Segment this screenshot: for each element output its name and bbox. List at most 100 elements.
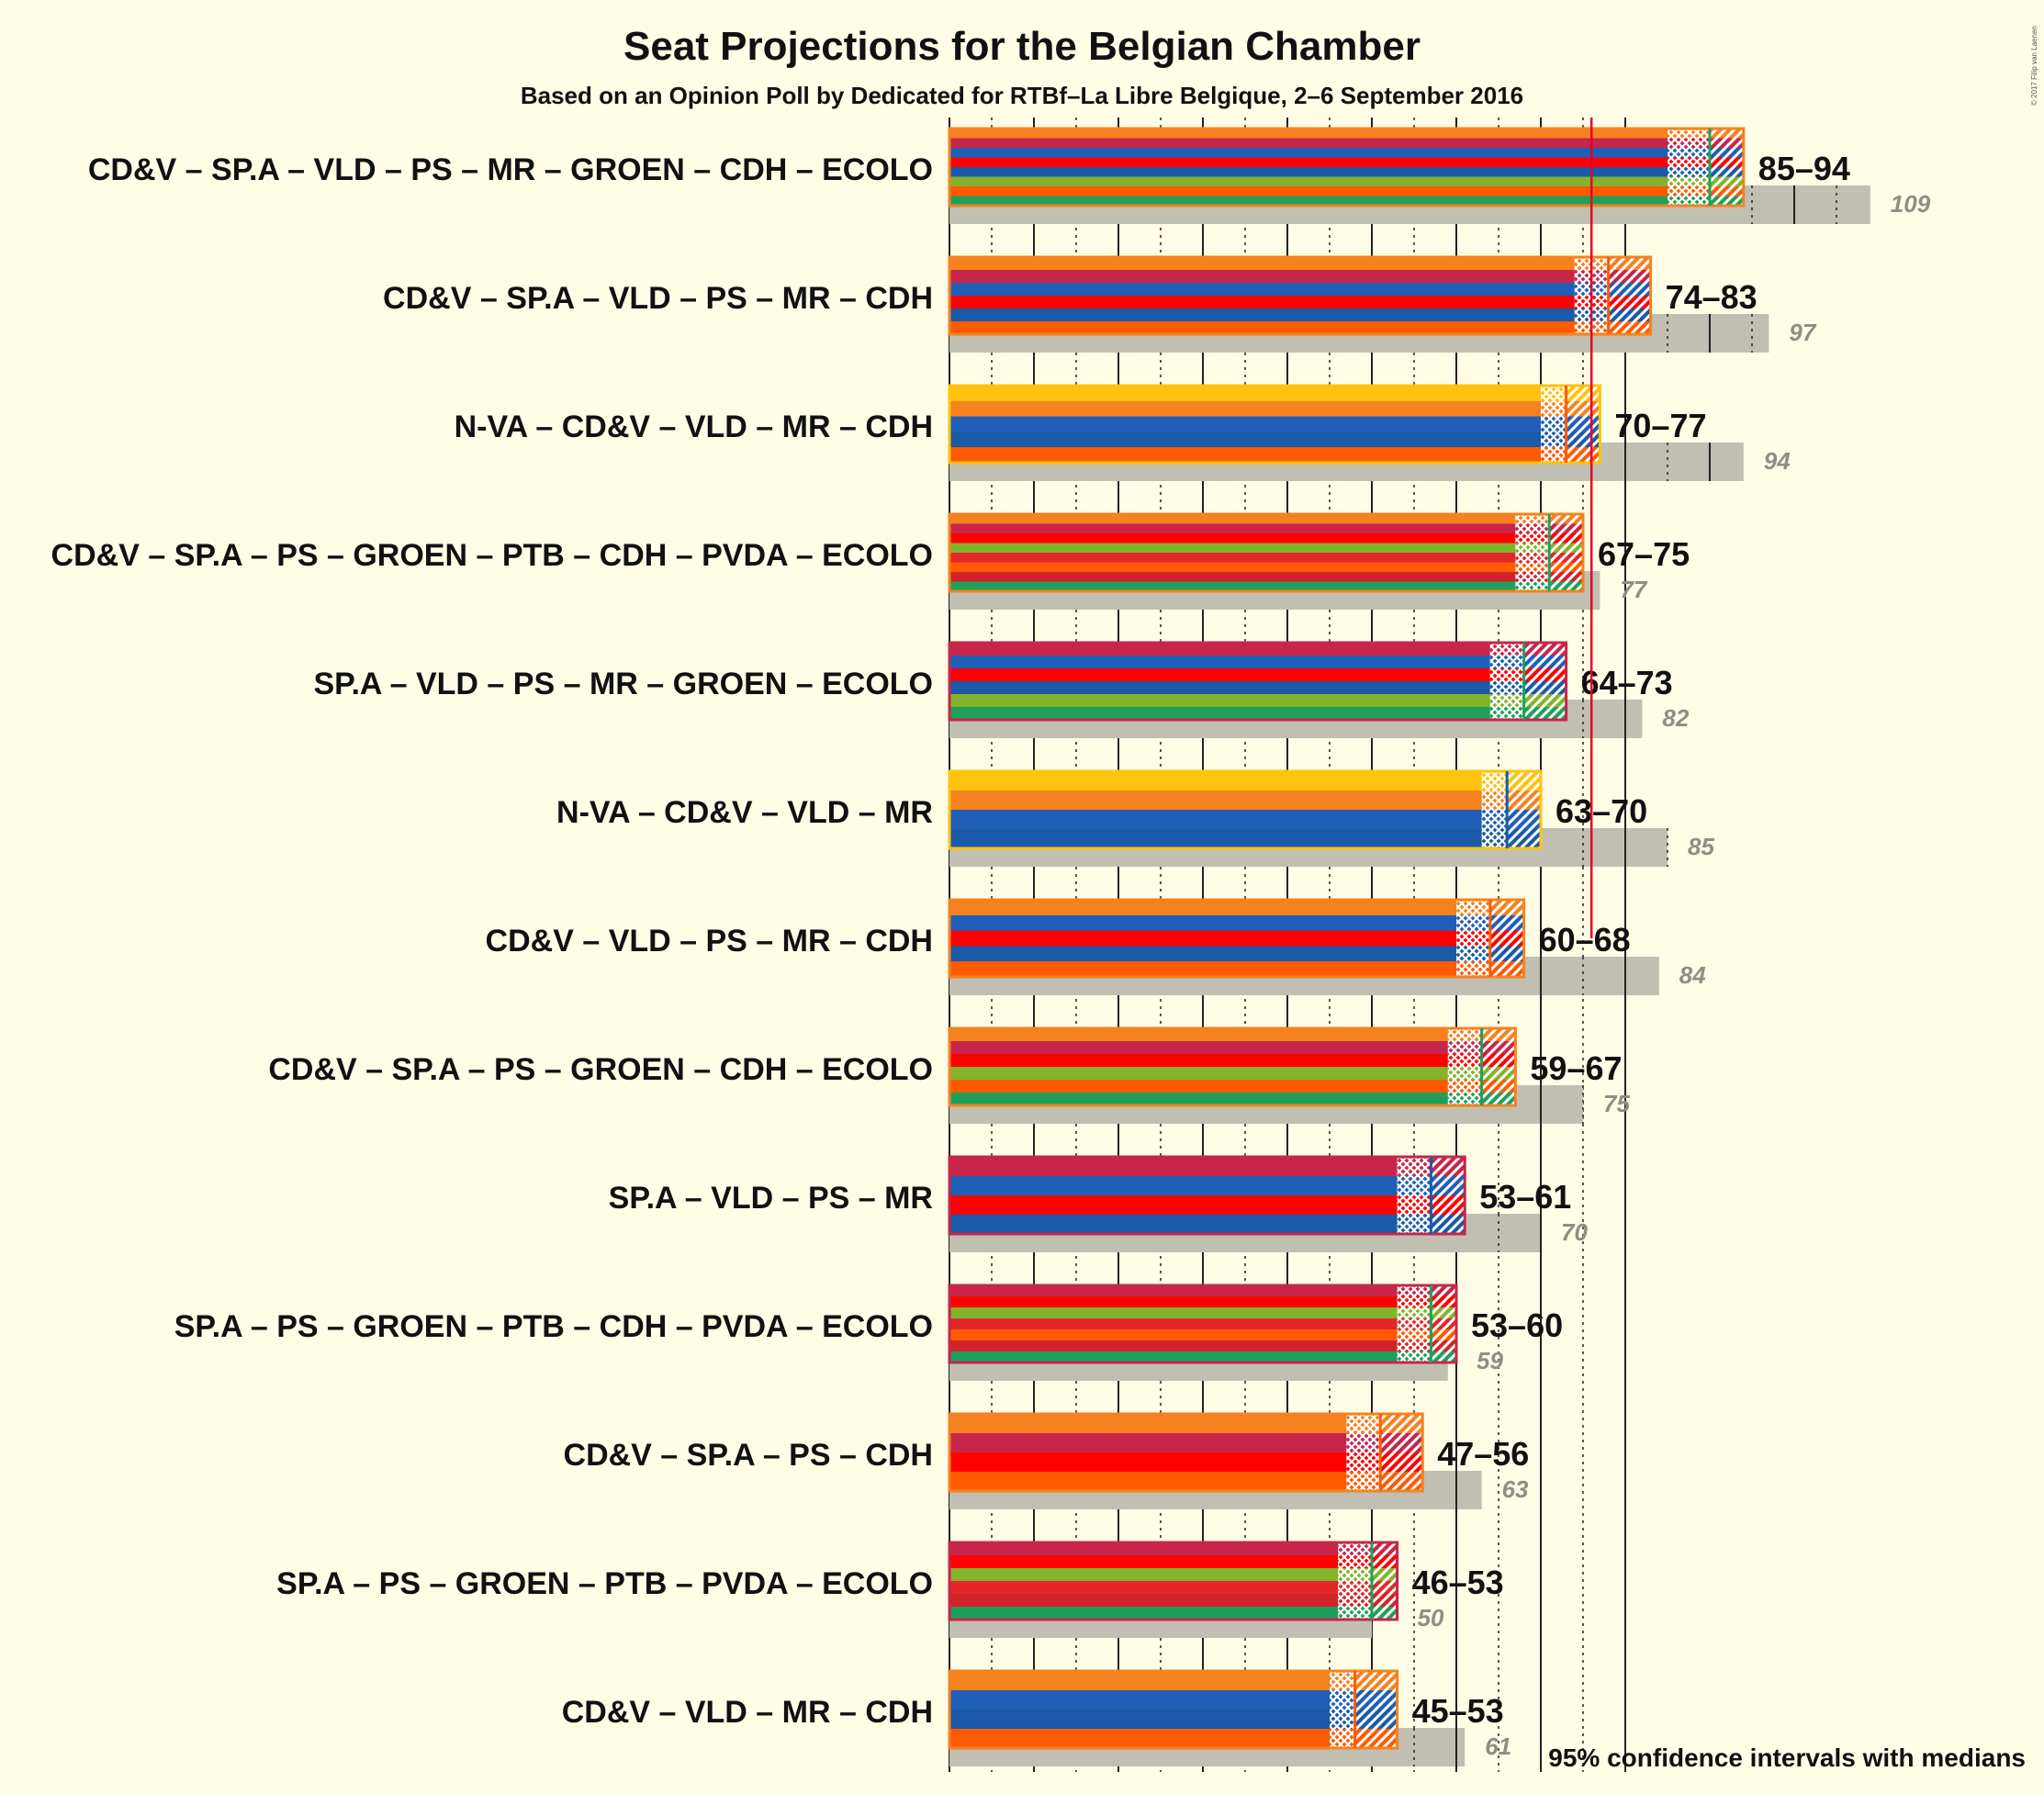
last-result-label: 61: [1485, 1732, 1511, 1760]
projection-outline: [948, 1155, 1466, 1236]
coalition-row: N-VA – CD&V – VLD – MR – CDH 70–77 94: [455, 384, 1791, 481]
range-label: 59–67: [1530, 1049, 1622, 1087]
range-label: 60–68: [1539, 921, 1631, 959]
coalition-label-cdandv-vld-ps-mr-cdh: CD&V – VLD – PS – MR – CDH: [486, 924, 933, 959]
projection-solid-bar: [949, 514, 1516, 591]
copyright: © 2017 Filip van Laenen: [2030, 26, 2038, 106]
projection-outline: [948, 1412, 1424, 1493]
last-result-label: 84: [1679, 961, 1706, 989]
confidence-low-hatch: [1489, 643, 1524, 720]
last-result-label: 63: [1502, 1475, 1529, 1503]
confidence-high-hatch: [1523, 643, 1567, 720]
range-label: 53–61: [1479, 1178, 1571, 1216]
coalition-label-cdandv-sp-a-vld-ps-mr-groen-cdh-ecolo: CD&V – SP.A – VLD – PS – MR – GROEN – CD…: [88, 152, 933, 187]
coalition-row: CD&V – SP.A – PS – GROEN – CDH – ECOLO 59…: [268, 1026, 1630, 1124]
confidence-high-hatch: [1481, 1028, 1516, 1105]
coalition-label-cdandv-sp-a-ps-groen-cdh-ecolo: CD&V – SP.A – PS – GROEN – CDH – ECOLO: [268, 1052, 933, 1087]
confidence-low-hatch: [1447, 1028, 1482, 1105]
coalition-label-cdandv-sp-a-ps-cdh: CD&V – SP.A – PS – CDH: [564, 1438, 933, 1473]
projection-outline: [948, 384, 1601, 465]
projection-solid-bar: [949, 257, 1575, 334]
confidence-high-hatch: [1431, 1157, 1466, 1234]
confidence-high-hatch: [1431, 1285, 1456, 1362]
confidence-low-hatch: [1515, 514, 1550, 591]
coalition-label-cdandv-vld-mr-cdh: CD&V – VLD – MR – CDH: [562, 1695, 933, 1730]
confidence-low-hatch: [1397, 1285, 1432, 1362]
footnote: 95% confidence intervals with medians: [1548, 1744, 2026, 1772]
range-label: 67–75: [1598, 535, 1690, 573]
projection-solid-bar: [949, 1542, 1339, 1620]
confidence-low-hatch: [1397, 1157, 1432, 1234]
range-label: 45–53: [1412, 1692, 1504, 1730]
coalition-row: SP.A – VLD – PS – MR – GROEN – ECOLO 64–7…: [313, 641, 1690, 738]
projection-outline: [948, 127, 1746, 207]
coalition-label-sp-a-ps-groen-ptb-pvda-ecolo: SP.A – PS – GROEN – PTB – PVDA – ECOLO: [276, 1566, 933, 1601]
projection-outline: [948, 1669, 1399, 1750]
confidence-high-hatch: [1549, 514, 1583, 591]
confidence-high-hatch: [1507, 771, 1541, 848]
confidence-high-hatch: [1710, 129, 1744, 206]
last-result-label: 70: [1561, 1218, 1588, 1246]
confidence-low-hatch: [1330, 1671, 1355, 1748]
coalition-rows: CD&V – SP.A – VLD – PS – MR – GROEN – CD…: [51, 127, 1931, 1766]
coalition-label-cdandv-sp-a-vld-ps-mr-cdh: CD&V – SP.A – VLD – PS – MR – CDH: [383, 281, 933, 316]
coalition-label-n-va-cdandv-vld-mr-cdh: N-VA – CD&V – VLD – MR – CDH: [455, 409, 933, 444]
range-label: 46–53: [1412, 1564, 1504, 1601]
last-result-label: 94: [1764, 447, 1791, 475]
range-label: 63–70: [1555, 792, 1647, 830]
projection-solid-bar: [949, 771, 1482, 848]
last-result-label: 75: [1603, 1090, 1630, 1117]
confidence-low-hatch: [1541, 386, 1567, 463]
coalition-label-n-va-cdandv-vld-mr: N-VA – CD&V – VLD – MR: [556, 795, 933, 830]
projection-solid-bar: [949, 1414, 1347, 1491]
confidence-low-hatch: [1346, 1414, 1381, 1491]
coalition-row: CD&V – SP.A – VLD – PS – MR – GROEN – CD…: [88, 127, 1931, 224]
range-label: 74–83: [1666, 278, 1758, 316]
projection-solid-bar: [949, 1157, 1398, 1234]
confidence-low-hatch: [1338, 1542, 1372, 1620]
last-result-label: 59: [1477, 1347, 1503, 1374]
projection-solid-bar: [949, 1671, 1330, 1748]
confidence-high-hatch: [1354, 1671, 1398, 1748]
coalition-label-sp-a-vld-ps-mr-groen-ecolo: SP.A – VLD – PS – MR – GROEN – ECOLO: [313, 667, 933, 701]
coalition-label-cdandv-sp-a-ps-groen-ptb-cdh-pvda-ecolo: CD&V – SP.A – PS – GROEN – PTB – CDH – P…: [51, 538, 933, 573]
chart-subtitle: Based on an Opinion Poll by Dedicated fo…: [521, 82, 1523, 109]
chart-title: Seat Projections for the Belgian Chamber: [623, 24, 1421, 69]
range-label: 53–60: [1471, 1306, 1563, 1344]
confidence-high-hatch: [1608, 257, 1651, 334]
last-result-label: 50: [1418, 1604, 1444, 1631]
range-label: 64–73: [1581, 664, 1673, 701]
coalition-row: CD&V – VLD – PS – MR – CDH 60–68 84: [486, 898, 1706, 995]
coalition-label-sp-a-vld-ps-mr: SP.A – VLD – PS – MR: [609, 1181, 933, 1216]
range-label: 85–94: [1758, 150, 1850, 187]
projection-outline: [948, 898, 1526, 979]
projection-outline: [948, 255, 1653, 336]
last-result-label: 77: [1620, 576, 1647, 603]
last-result-label: 97: [1789, 319, 1816, 346]
projection-outline: [948, 1284, 1458, 1364]
confidence-low-hatch: [1481, 771, 1508, 848]
coalition-row: SP.A – PS – GROEN – PTB – CDH – PVDA – E…: [174, 1284, 1563, 1381]
coalition-row: CD&V – SP.A – PS – GROEN – PTB – CDH – P…: [51, 512, 1690, 610]
projection-outline: [948, 1026, 1517, 1107]
last-result-label: 109: [1891, 190, 1931, 218]
last-result-label: 82: [1662, 704, 1689, 732]
range-label: 70–77: [1614, 407, 1706, 444]
projection-outline: [948, 769, 1543, 850]
projection-solid-bar: [949, 643, 1490, 720]
projection-solid-bar: [949, 1285, 1398, 1362]
confidence-high-hatch: [1489, 900, 1524, 977]
coalition-label-sp-a-ps-groen-ptb-cdh-pvda-ecolo: SP.A – PS – GROEN – PTB – CDH – PVDA – E…: [174, 1309, 933, 1344]
coalition-row: N-VA – CD&V – VLD – MR 63–70 85: [556, 769, 1714, 867]
range-label: 47–56: [1437, 1435, 1529, 1473]
projection-outline: [948, 641, 1568, 722]
confidence-high-hatch: [1372, 1542, 1398, 1620]
confidence-high-hatch: [1380, 1414, 1423, 1491]
projection-solid-bar: [949, 900, 1456, 977]
coalition-row: CD&V – SP.A – VLD – PS – MR – CDH 74–83 97: [383, 255, 1817, 353]
projection-solid-bar: [949, 129, 1668, 206]
